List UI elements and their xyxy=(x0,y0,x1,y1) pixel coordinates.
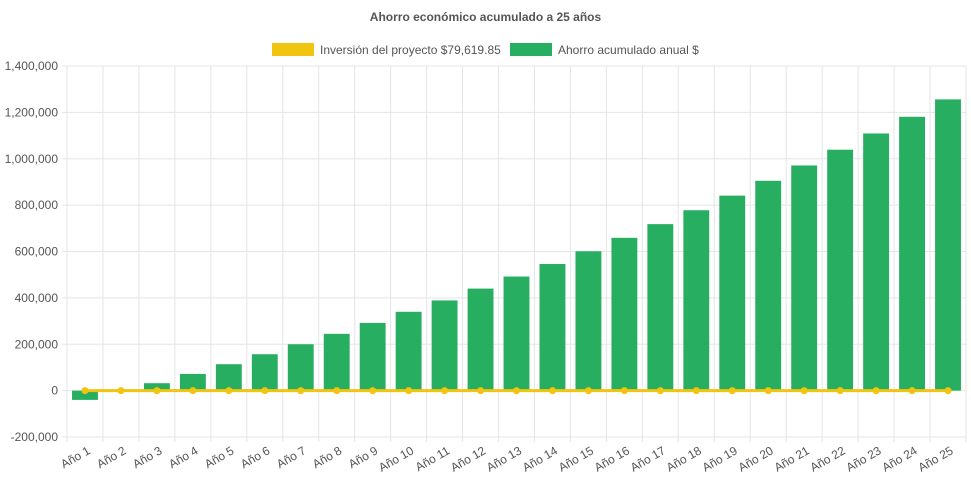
x-tick-label: Año 25 xyxy=(916,443,956,474)
point-inversion-24[interactable] xyxy=(908,387,916,395)
bar-ahorro-4[interactable] xyxy=(179,373,206,391)
bar-ahorro-16[interactable] xyxy=(611,237,638,391)
bar-ahorro-11[interactable] xyxy=(431,300,458,391)
point-inversion-7[interactable] xyxy=(297,387,305,395)
x-tick-label: Año 10 xyxy=(376,443,416,474)
point-inversion-11[interactable] xyxy=(441,387,449,395)
grid-lines xyxy=(62,65,967,442)
point-inversion-3[interactable] xyxy=(153,387,161,395)
x-tick-label: Año 8 xyxy=(310,443,344,471)
point-inversion-16[interactable] xyxy=(620,387,628,395)
point-inversion-21[interactable] xyxy=(800,387,808,395)
point-inversion-1[interactable] xyxy=(81,387,89,395)
point-inversion-15[interactable] xyxy=(584,387,592,395)
bar-ahorro-19[interactable] xyxy=(719,195,746,391)
bar-ahorro-3[interactable] xyxy=(143,383,170,391)
bar-ahorro-8[interactable] xyxy=(323,333,350,391)
bar-ahorro-17[interactable] xyxy=(647,224,674,391)
x-tick-label: Año 22 xyxy=(808,443,848,474)
bar-ahorro-10[interactable] xyxy=(395,311,422,391)
line-series xyxy=(81,387,952,395)
x-tick-label: Año 16 xyxy=(592,443,632,474)
bar-ahorro-24[interactable] xyxy=(899,116,926,391)
bar-ahorro-6[interactable] xyxy=(251,354,278,391)
x-tick-label: Año 18 xyxy=(664,443,704,474)
x-tick-label: Año 4 xyxy=(166,443,200,471)
y-tick-label: 400,000 xyxy=(15,291,59,305)
point-inversion-2[interactable] xyxy=(117,387,125,395)
y-tick-label: 1,200,000 xyxy=(5,105,59,119)
x-tick-label: Año 20 xyxy=(736,443,776,474)
point-inversion-8[interactable] xyxy=(333,387,341,395)
x-tick-label: Año 9 xyxy=(346,443,380,471)
y-tick-label: 600,000 xyxy=(15,245,59,259)
x-tick-label: Año 5 xyxy=(202,443,236,471)
point-inversion-22[interactable] xyxy=(836,387,844,395)
x-tick-label: Año 17 xyxy=(628,443,668,474)
y-tick-label: 0 xyxy=(51,384,58,398)
point-inversion-18[interactable] xyxy=(692,387,700,395)
point-inversion-19[interactable] xyxy=(728,387,736,395)
y-tick-label: 1,400,000 xyxy=(5,59,59,73)
y-tick-label: 800,000 xyxy=(15,198,59,212)
x-tick-label: Año 19 xyxy=(700,443,740,474)
bar-ahorro-25[interactable] xyxy=(935,99,961,391)
x-tick-label: Año 3 xyxy=(130,443,164,471)
x-tick-label: Año 14 xyxy=(520,443,560,474)
point-inversion-14[interactable] xyxy=(548,387,556,395)
x-tick-label: Año 15 xyxy=(556,443,596,474)
bar-ahorro-22[interactable] xyxy=(827,149,854,391)
point-inversion-10[interactable] xyxy=(405,387,413,395)
legend-label-inversion[interactable]: Inversión del proyecto $79,619.85 xyxy=(320,43,501,57)
y-axis: -200,000 0 200,000 400,000 600,000 800,000 1,0… xyxy=(5,59,59,444)
point-inversion-4[interactable] xyxy=(189,387,197,395)
x-tick-label: Año 21 xyxy=(772,443,812,474)
x-tick-label: Año 2 xyxy=(94,443,128,471)
x-tick-label: Año 1 xyxy=(58,443,92,471)
chart-title: Ahorro económico acumulado a 25 años xyxy=(370,10,602,24)
point-inversion-13[interactable] xyxy=(513,387,520,395)
point-inversion-9[interactable] xyxy=(369,387,377,395)
point-inversion-12[interactable] xyxy=(477,387,485,395)
legend-label-ahorro[interactable]: Ahorro acumulado anual $ xyxy=(558,43,699,57)
y-tick-label: 200,000 xyxy=(15,337,59,351)
bar-series xyxy=(72,99,961,400)
bar-ahorro-12[interactable] xyxy=(467,288,494,391)
x-tick-label: Año 12 xyxy=(448,443,488,474)
x-tick-label: Año 6 xyxy=(238,443,272,471)
point-inversion-23[interactable] xyxy=(872,387,880,395)
bar-ahorro-7[interactable] xyxy=(287,344,314,391)
legend-swatch-inversion[interactable] xyxy=(272,43,314,56)
x-tick-label: Año 23 xyxy=(844,443,884,474)
legend: Inversión del proyecto $79,619.85 Ahorro… xyxy=(272,43,699,57)
bar-ahorro-14[interactable] xyxy=(539,264,566,391)
bar-ahorro-23[interactable] xyxy=(863,133,890,391)
y-tick-label: -200,000 xyxy=(11,430,59,444)
x-tick-label: Año 7 xyxy=(274,443,308,471)
x-axis: Año 1 Año 2 Año 3 Año 4 Año 5 Año 6 Año 7 Año 8… xyxy=(58,443,955,474)
point-inversion-17[interactable] xyxy=(656,387,664,395)
bar-ahorro-21[interactable] xyxy=(791,165,818,391)
bar-ahorro-15[interactable] xyxy=(575,251,602,391)
x-tick-label: Año 24 xyxy=(880,443,920,474)
bar-ahorro-13[interactable] xyxy=(503,276,530,391)
x-tick-label: Año 13 xyxy=(484,443,524,474)
point-inversion-20[interactable] xyxy=(764,387,772,395)
bar-ahorro-18[interactable] xyxy=(683,210,710,391)
point-inversion-6[interactable] xyxy=(261,387,269,395)
x-tick-label: Año 11 xyxy=(413,443,452,474)
bar-ahorro-20[interactable] xyxy=(755,180,782,391)
point-inversion-5[interactable] xyxy=(225,387,233,395)
y-tick-label: 1,000,000 xyxy=(5,152,59,166)
legend-swatch-ahorro[interactable] xyxy=(510,43,552,56)
point-inversion-25[interactable] xyxy=(944,387,952,395)
bar-ahorro-9[interactable] xyxy=(359,322,386,391)
bar-ahorro-1[interactable] xyxy=(72,390,98,400)
bar-ahorro-5[interactable] xyxy=(215,364,242,391)
